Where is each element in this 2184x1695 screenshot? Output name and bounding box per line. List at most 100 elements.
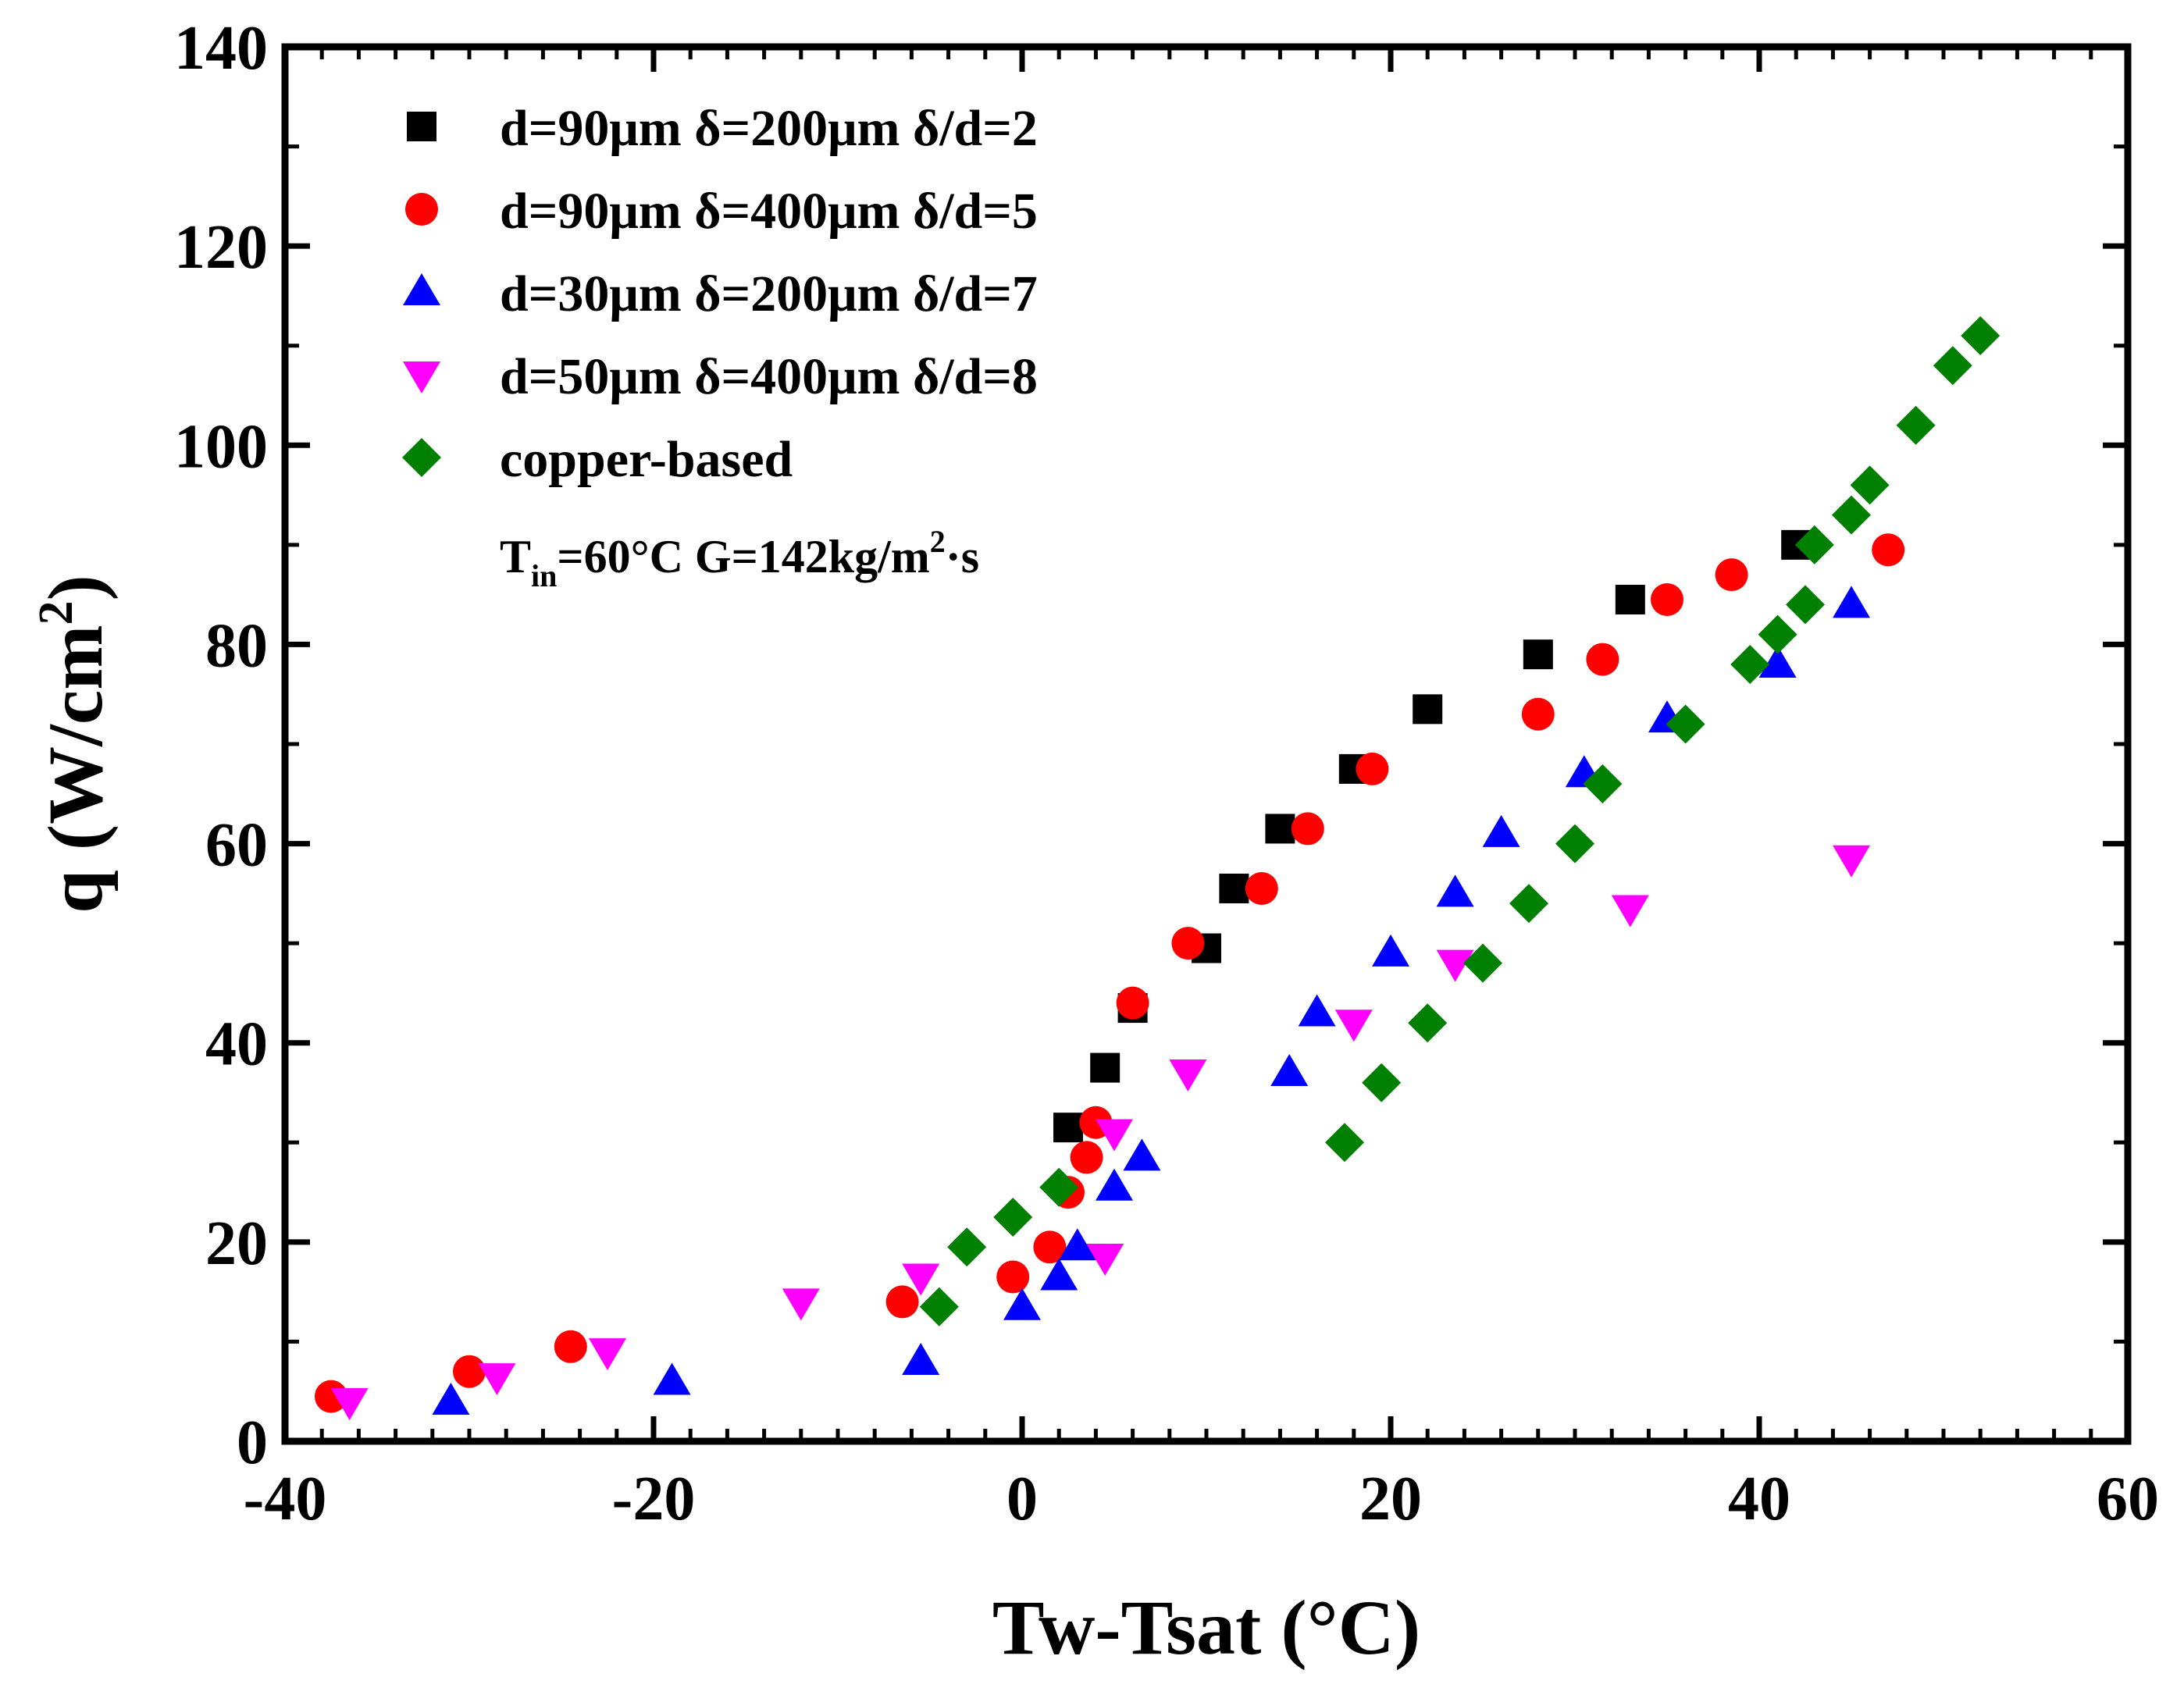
data-point-series-2 xyxy=(1651,583,1683,617)
data-point-series-3 xyxy=(902,1342,940,1375)
data-point-series-3 xyxy=(1058,1228,1096,1261)
data-point-series-3 xyxy=(432,1382,470,1415)
data-point-series-2 xyxy=(1356,752,1389,785)
series-1 xyxy=(1053,529,1812,1143)
legend-item: d=30μm δ=200μm δ/d=7 xyxy=(403,265,1038,322)
annotation-main: =60°C G=142kg/m xyxy=(557,531,929,582)
y-tick-label: 0 xyxy=(237,1408,268,1477)
data-point-series-1 xyxy=(1053,1113,1083,1143)
data-point-series-1 xyxy=(1265,814,1295,844)
data-point-series-5 xyxy=(1583,764,1623,804)
data-point-series-5 xyxy=(1408,1003,1448,1043)
data-point-series-4 xyxy=(478,1363,516,1396)
x-tick-label: -40 xyxy=(244,1465,327,1533)
data-point-series-2 xyxy=(1715,558,1748,592)
data-point-series-2 xyxy=(453,1355,486,1388)
series-2 xyxy=(315,533,1905,1413)
data-point-series-3 xyxy=(1270,1053,1309,1086)
data-point-series-4 xyxy=(1096,1119,1133,1152)
y-tick-label: 20 xyxy=(205,1209,268,1278)
data-point-series-5 xyxy=(993,1197,1033,1237)
data-point-series-4 xyxy=(902,1263,940,1296)
y-tick-label: 80 xyxy=(205,611,268,680)
legend-label: d=90μm δ=200μm δ/d=2 xyxy=(500,100,1038,157)
annotation-subscript: in xyxy=(531,558,557,593)
y-axis-title-main: q (W/cm xyxy=(32,625,119,913)
y-axis-title-close: ) xyxy=(32,575,119,600)
data-point-series-5 xyxy=(1758,614,1797,654)
x-tick-label: 0 xyxy=(1006,1465,1038,1533)
series-4 xyxy=(330,845,1870,1420)
y-axis-title-superscript: 2 xyxy=(30,600,83,625)
x-tick-label: 20 xyxy=(1359,1465,1422,1533)
legend-marker xyxy=(407,112,436,141)
data-point-series-5 xyxy=(1362,1063,1402,1102)
data-point-series-4 xyxy=(1334,1010,1373,1042)
data-point-series-4 xyxy=(1436,949,1474,982)
legend-marker xyxy=(403,361,440,393)
x-tick-label: 60 xyxy=(2097,1465,2159,1533)
annotation-t: T xyxy=(500,531,531,582)
data-point-series-2 xyxy=(1245,871,1278,905)
annotation-superscript: 2 xyxy=(930,524,946,559)
data-point-series-2 xyxy=(1586,643,1619,676)
data-point-series-5 xyxy=(1933,346,1972,386)
data-point-series-5 xyxy=(1832,495,1871,535)
axis-ticks xyxy=(282,44,2131,1444)
legend-label: d=90μm δ=400μm δ/d=5 xyxy=(500,183,1038,240)
data-point-series-2 xyxy=(1070,1141,1103,1174)
data-point-series-3 xyxy=(1758,645,1797,678)
y-tick-label: 120 xyxy=(174,213,268,282)
data-point-series-5 xyxy=(1555,824,1594,864)
data-point-series-5 xyxy=(1850,465,1890,505)
data-point-series-5 xyxy=(1463,943,1502,983)
legend-marker xyxy=(405,193,438,226)
data-point-series-5 xyxy=(919,1287,959,1326)
data-point-series-4 xyxy=(589,1338,626,1371)
data-point-series-3 xyxy=(1833,586,1870,618)
data-point-series-2 xyxy=(1291,812,1324,846)
series-5 xyxy=(919,315,2001,1326)
legend-marker xyxy=(402,438,441,477)
x-tick-label: 40 xyxy=(1728,1465,1790,1533)
legend-item: d=50μm δ=400μm δ/d=8 xyxy=(403,348,1038,405)
y-axis-title: q (W/cm2) xyxy=(30,575,119,913)
conditions-annotation: Tin=60°C G=142kg/m2·s xyxy=(500,524,979,593)
data-point-series-5 xyxy=(947,1227,987,1267)
legend: d=90μm δ=200μm δ/d=2 d=90μm δ=400μm δ/d=5… xyxy=(402,100,1038,488)
y-tick-label: 140 xyxy=(174,14,268,83)
y-tick-label: 60 xyxy=(205,811,268,880)
data-point-series-2 xyxy=(1872,533,1905,567)
data-point-series-5 xyxy=(1730,644,1770,684)
plot-frame xyxy=(281,43,2132,1445)
data-point-series-5 xyxy=(1509,884,1548,924)
y-tick-label: 100 xyxy=(174,412,268,481)
data-point-series-1 xyxy=(1615,585,1645,615)
data-point-series-3 xyxy=(1436,874,1474,907)
data-point-series-1 xyxy=(1413,694,1443,725)
x-axis-title: Tw-Tsat (°C) xyxy=(992,1584,1420,1671)
data-point-series-1 xyxy=(1219,873,1249,903)
data-point-series-3 xyxy=(1298,994,1336,1027)
legend-marker xyxy=(403,273,440,305)
data-point-series-3 xyxy=(1482,814,1520,847)
data-point-series-2 xyxy=(1116,986,1149,1020)
data-point-series-3 xyxy=(1040,1258,1078,1291)
data-point-series-1 xyxy=(1090,1052,1121,1083)
data-point-series-4 xyxy=(1611,895,1649,928)
data-point-series-3 xyxy=(1123,1138,1161,1171)
data-point-series-3 xyxy=(1096,1168,1133,1201)
data-point-series-5 xyxy=(1896,405,1936,445)
data-point-series-4 xyxy=(330,1387,369,1420)
series-3 xyxy=(432,586,1870,1415)
data-point-series-4 xyxy=(1086,1243,1124,1276)
data-point-series-5 xyxy=(1666,704,1705,744)
data-point-series-2 xyxy=(554,1330,587,1363)
legend-label: d=50μm δ=400μm δ/d=8 xyxy=(500,348,1038,405)
data-point-series-3 xyxy=(1003,1287,1041,1320)
data-point-series-3 xyxy=(1372,934,1409,967)
legend-label: d=30μm δ=200μm δ/d=7 xyxy=(500,265,1038,322)
y-tick-label: 40 xyxy=(205,1010,268,1079)
data-point-series-3 xyxy=(653,1362,691,1395)
